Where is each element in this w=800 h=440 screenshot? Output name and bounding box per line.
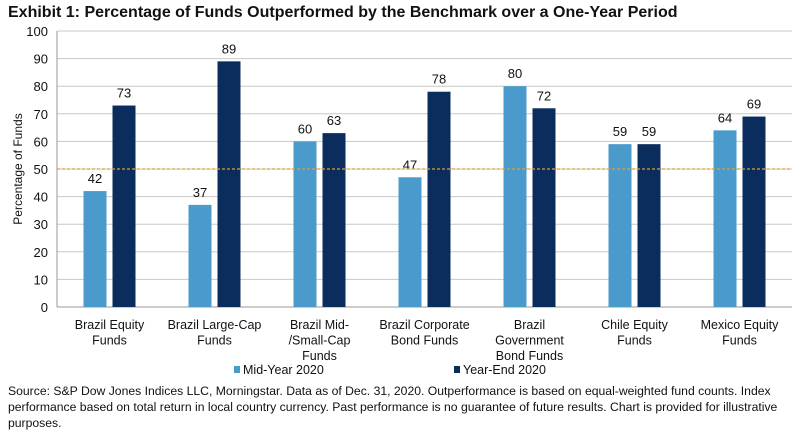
data-label: 59 [613, 124, 627, 139]
data-label: 47 [403, 157, 417, 172]
data-label: 72 [537, 88, 551, 103]
y-tick-label: 0 [41, 300, 48, 315]
y-tick-label: 80 [34, 79, 48, 94]
legend-label: Year-End 2020 [463, 363, 546, 377]
chart-title: Exhibit 1: Percentage of Funds Outperfor… [8, 4, 678, 21]
y-axis-label: Percentage of Funds [11, 113, 25, 224]
bar-mid-year [398, 177, 422, 307]
bar-year-end [322, 133, 346, 307]
y-tick-label: 10 [34, 272, 48, 287]
x-tick-label: Funds [722, 334, 757, 348]
source-note: Source: S&P Dow Jones Indices LLC, Morni… [8, 384, 778, 430]
bar-year-end [637, 144, 661, 307]
x-tick-label: Bond Funds [496, 349, 563, 363]
bar-year-end [742, 116, 766, 307]
x-tick-label: Brazil [514, 318, 545, 332]
bar-mid-year [713, 130, 737, 307]
x-tick-label: Funds [617, 334, 652, 348]
y-tick-label: 60 [34, 134, 48, 149]
y-tick-label: 20 [34, 245, 48, 260]
x-tick-label: Chile Equity [601, 318, 668, 332]
x-tick-label: Funds [92, 334, 127, 348]
data-label: 37 [193, 185, 207, 200]
data-label: 59 [642, 124, 656, 139]
bar-year-end [532, 108, 556, 307]
data-label: 64 [718, 110, 732, 125]
data-label: 89 [222, 41, 236, 56]
bar-mid-year [83, 191, 107, 307]
x-tick-label: Funds [302, 349, 337, 363]
bar-mid-year [503, 86, 527, 307]
bar-chart: 0 10 20 30 40 50 60 70 80 90 100 Percentage of Fund… [11, 24, 792, 377]
data-label: 42 [88, 171, 102, 186]
x-tick-label: Brazil Equity [75, 318, 145, 332]
data-label: 69 [747, 97, 761, 112]
y-tick-label: 70 [34, 107, 48, 122]
x-tick-label: Government [495, 334, 564, 348]
legend-swatch [454, 366, 460, 373]
legend-swatch [234, 366, 240, 373]
data-label: 78 [432, 72, 446, 87]
data-label: 73 [117, 86, 131, 101]
x-tick-label: Bond Funds [391, 334, 458, 348]
y-tick-label: 50 [34, 162, 48, 177]
bar-year-end [427, 91, 451, 307]
x-tick-label: /Small-Cap [289, 334, 351, 348]
data-label: 80 [508, 66, 522, 81]
x-tick-label: Funds [197, 334, 232, 348]
data-label: 60 [298, 121, 312, 136]
x-tick-label: Brazil Mid- [290, 318, 349, 332]
bar-year-end [217, 61, 241, 307]
bar-mid-year [293, 141, 317, 307]
data-label: 63 [327, 113, 341, 128]
bar-mid-year [188, 204, 212, 307]
bar-year-end [112, 105, 136, 308]
x-tick-label: Brazil Corporate [379, 318, 469, 332]
y-tick-label: 90 [34, 52, 48, 67]
legend-label: Mid-Year 2020 [243, 363, 324, 377]
x-tick-label: Brazil Large-Cap [168, 318, 262, 332]
y-tick-label: 40 [34, 190, 48, 205]
y-tick-label: 100 [26, 24, 48, 39]
bar-mid-year [608, 144, 632, 307]
x-tick-label: Mexico Equity [701, 318, 780, 332]
y-tick-label: 30 [34, 217, 48, 232]
